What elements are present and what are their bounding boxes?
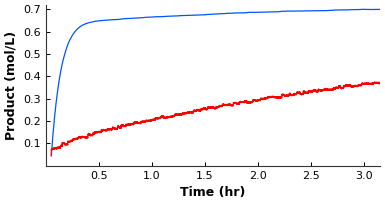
Y-axis label: Product (mol/L): Product (mol/L): [5, 31, 18, 140]
X-axis label: Time (hr): Time (hr): [181, 186, 246, 199]
